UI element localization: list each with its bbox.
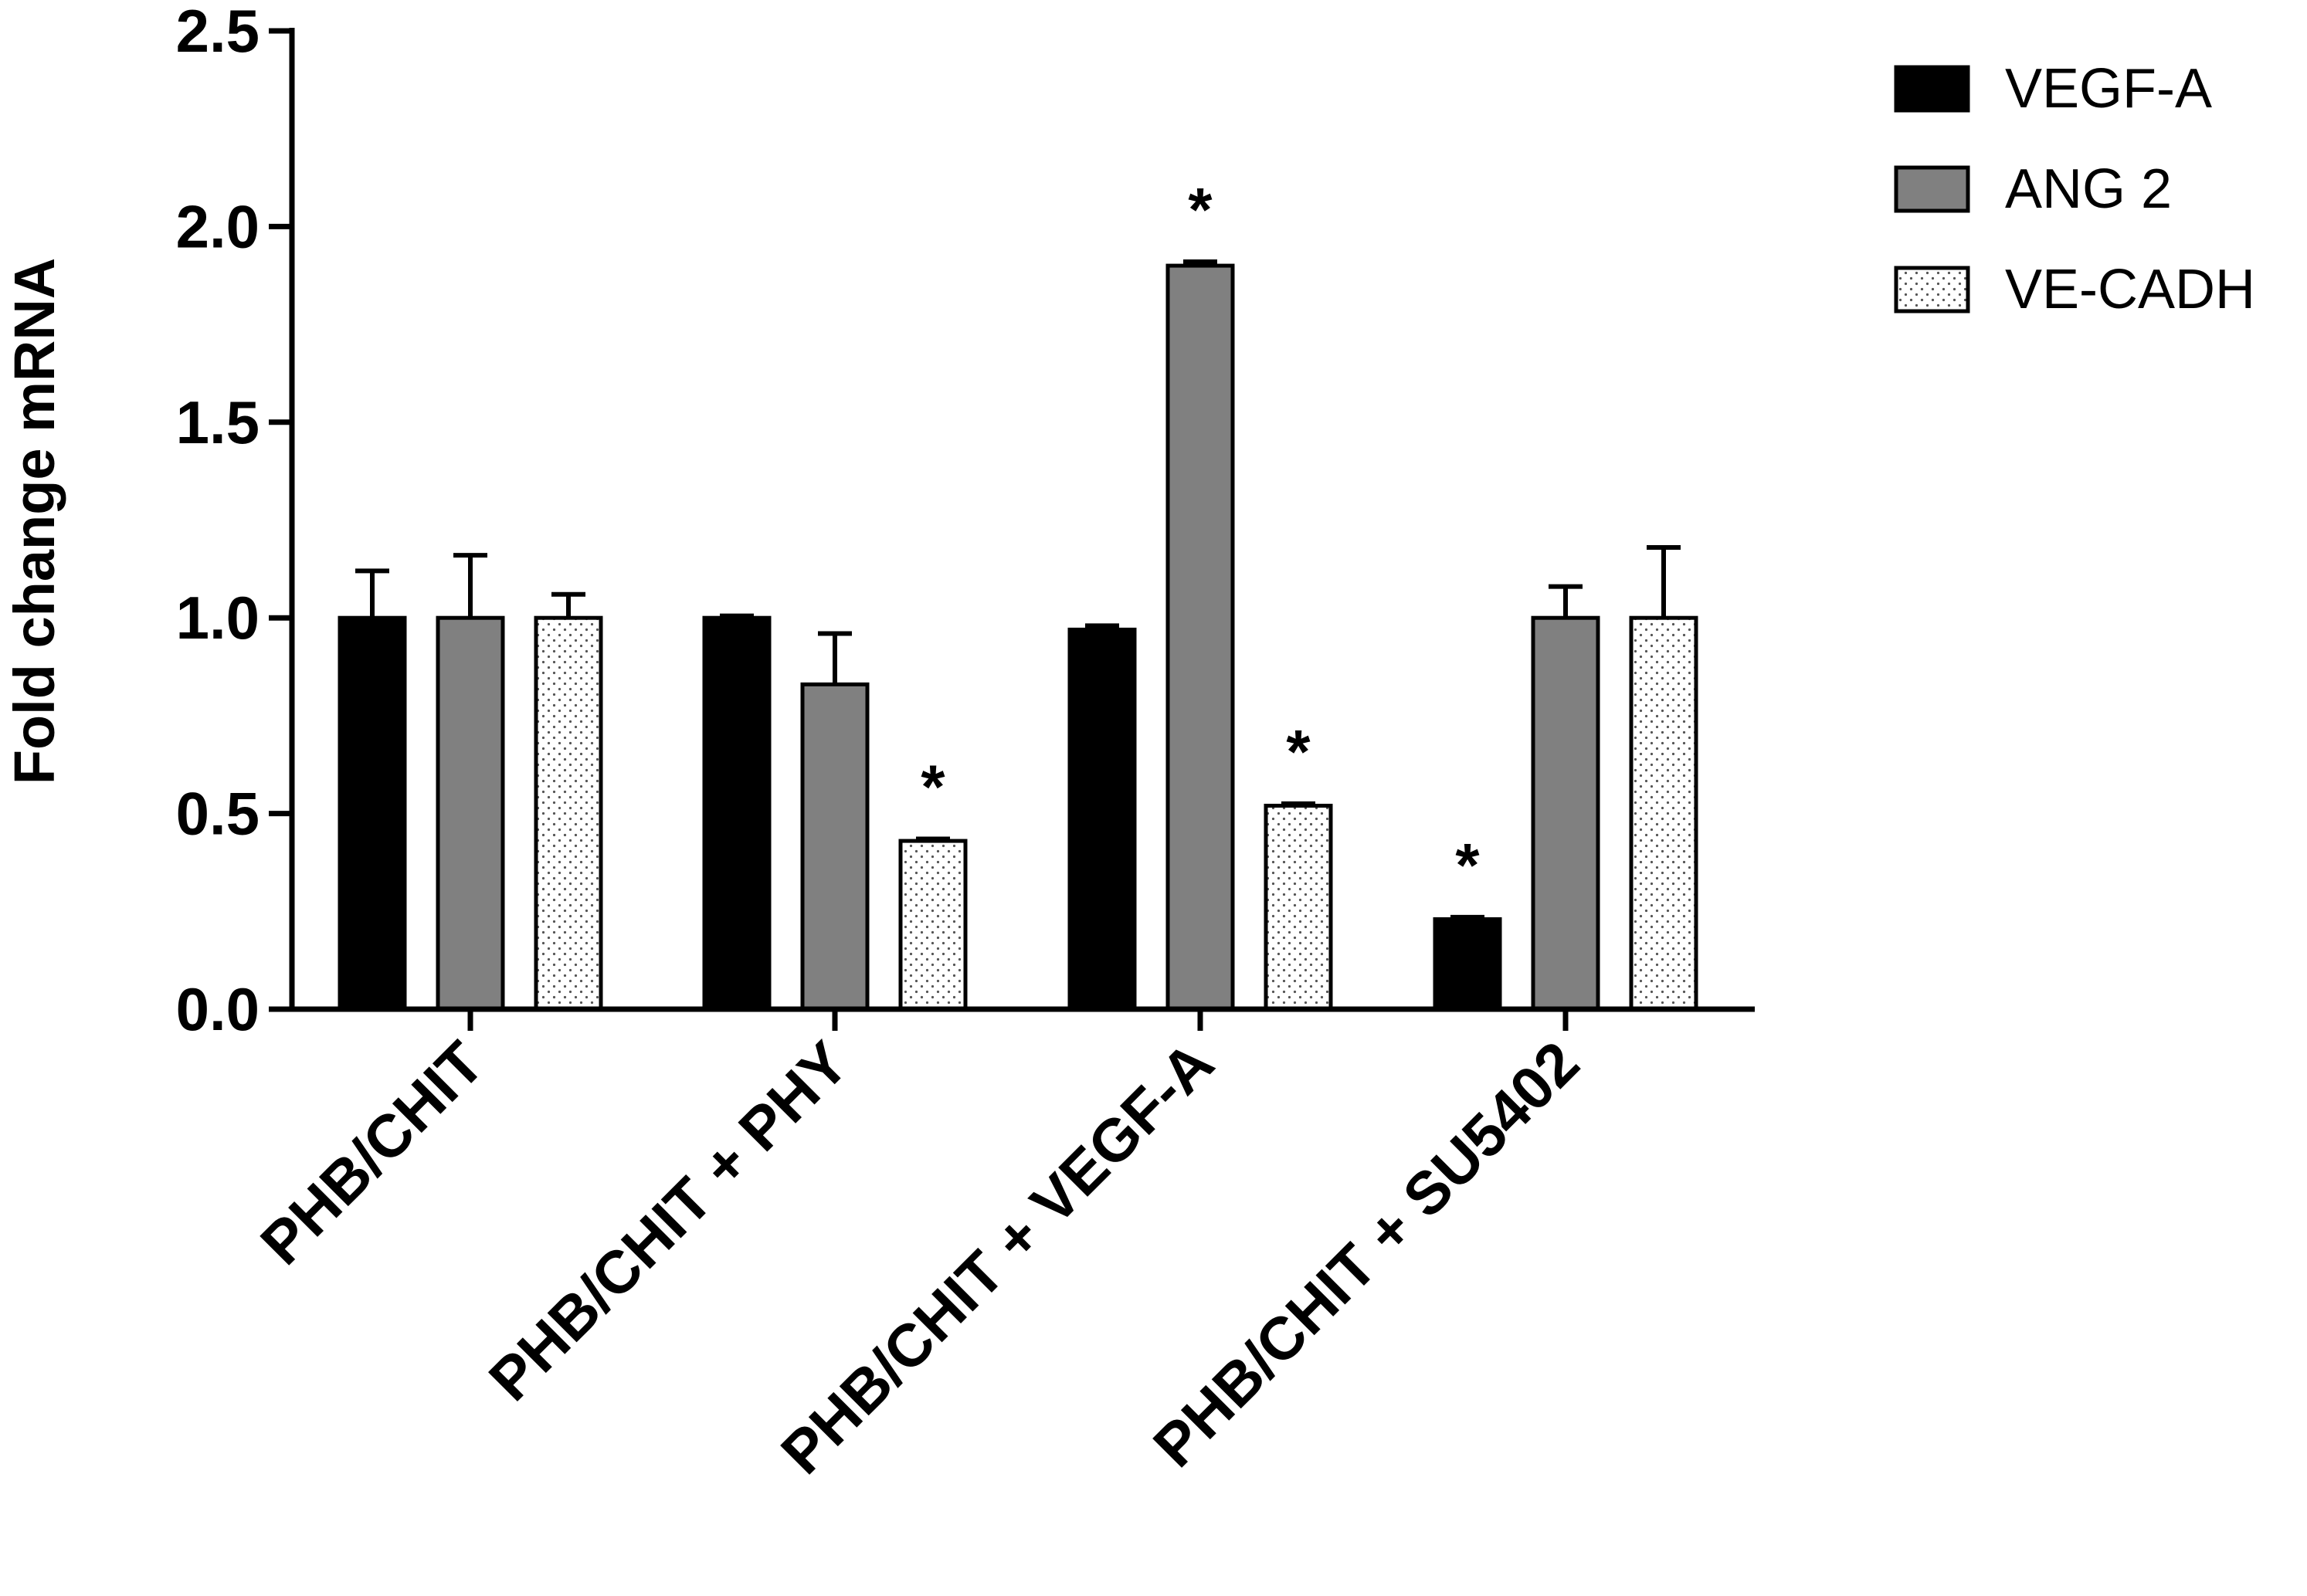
y-tick-label: 1.0 [176, 584, 260, 652]
bar-ve-cadh-4 [1629, 615, 1698, 1011]
y-tick-label: 1.5 [176, 388, 260, 456]
legend-swatch [1894, 165, 1970, 213]
y-tick-label: 2.5 [176, 0, 260, 65]
bars-layer: * * * * [338, 175, 1698, 1011]
bar-ve-cadh-3 [1264, 803, 1333, 1011]
error-bar [453, 553, 487, 618]
bar-ve-cadh-2 [898, 839, 968, 1011]
bar-vegf-a-1 [338, 615, 407, 1011]
significance-marker: * [921, 753, 945, 822]
y-tick-label: 0.0 [176, 975, 260, 1043]
bar-ang-2-2 [800, 682, 870, 1011]
bar-ang-2-4 [1531, 615, 1600, 1011]
bar-vegf-a-3 [1067, 627, 1137, 1011]
error-bar [916, 836, 950, 842]
legend-label: ANG 2 [2005, 158, 2172, 220]
error-bar [1085, 623, 1119, 630]
x-category-label: PHB/CHIT + PHY [476, 1028, 861, 1414]
y-tick-label: 0.5 [176, 780, 260, 848]
error-bar [1450, 914, 1484, 920]
error-bar [1281, 801, 1315, 806]
x-category-label: PHB/CHIT [247, 1028, 497, 1278]
legend-item: VEGF-A [1894, 58, 2212, 120]
bar-ang-2-3 [1165, 263, 1235, 1011]
x-category-label: PHB/CHIT + SU5402 [1140, 1028, 1592, 1480]
bar-ang-2-1 [436, 615, 505, 1011]
legend-item: VE-CADH [1894, 259, 2255, 320]
legend-swatch [1894, 65, 1970, 113]
legend: VEGF-A ANG 2 VE-CADH [1894, 58, 2255, 320]
legend-swatch [1894, 266, 1970, 313]
bar-ve-cadh-1 [534, 615, 603, 1011]
error-bar [818, 631, 852, 685]
y-tick-label: 2.0 [176, 192, 260, 260]
error-bar [1549, 584, 1583, 618]
error-bar [551, 591, 585, 618]
y-axis-title: Fold change mRNA [2, 258, 66, 784]
error-bar [1183, 259, 1217, 266]
bar-vegf-a-4 [1433, 917, 1502, 1011]
legend-label: VE-CADH [2005, 259, 2255, 320]
error-bar [720, 613, 754, 618]
legend-label: VEGF-A [2005, 58, 2212, 120]
significance-marker: * [1286, 717, 1311, 786]
significance-marker: * [1455, 831, 1480, 900]
significance-marker: * [1188, 175, 1213, 244]
error-bar [355, 568, 389, 618]
legend-item: ANG 2 [1894, 158, 2172, 220]
error-bar [1647, 544, 1681, 618]
bar-vegf-a-2 [702, 615, 772, 1011]
